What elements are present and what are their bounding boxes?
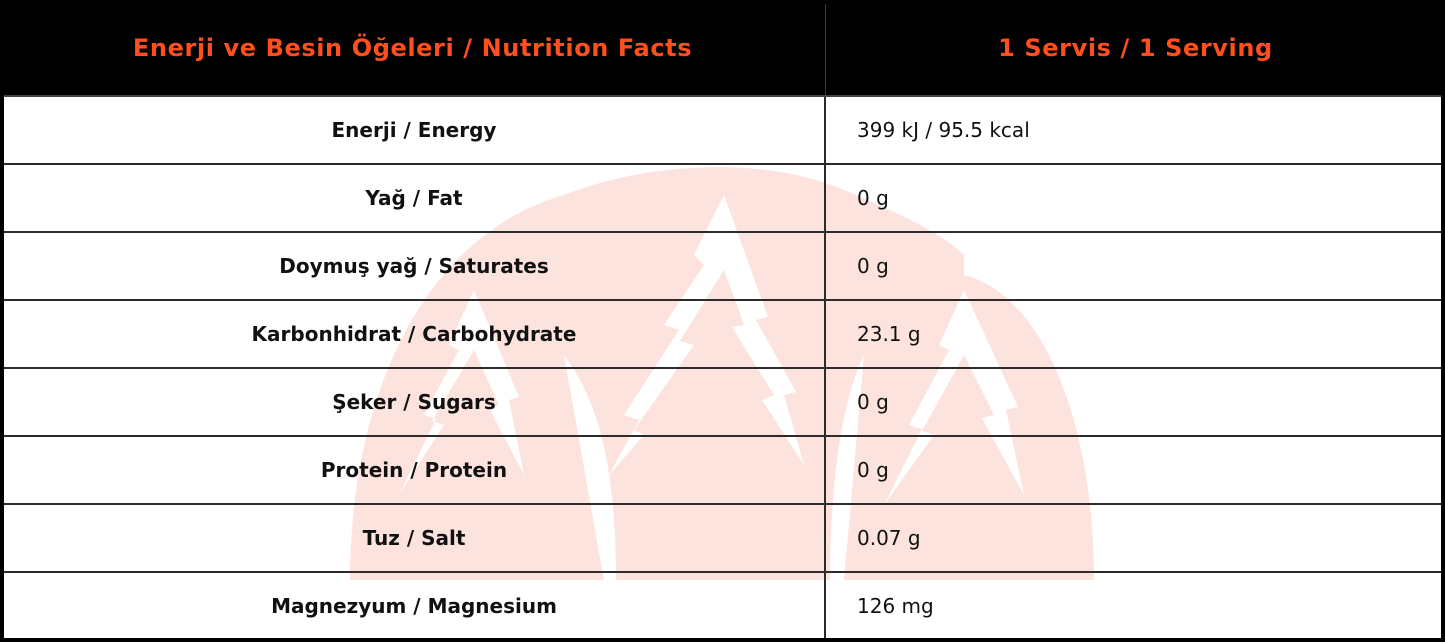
- table-row: Karbonhidrat / Carbohydrate 23.1 g: [4, 299, 1441, 367]
- table-header: Enerji ve Besin Öğeleri / Nutrition Fact…: [0, 0, 1445, 95]
- table-row: Şeker / Sugars 0 g: [4, 367, 1441, 435]
- nutrient-label: Karbonhidrat / Carbohydrate: [251, 322, 577, 346]
- table-row: Protein / Protein 0 g: [4, 435, 1441, 503]
- nutrient-value: 126 mg: [824, 573, 1441, 638]
- header-nutrient-column: Enerji ve Besin Öğeleri / Nutrition Fact…: [132, 33, 693, 62]
- nutrient-value: 23.1 g: [824, 301, 1441, 367]
- header-serving-column: 1 Servis / 1 Serving: [998, 33, 1273, 62]
- nutrient-label: Doymuş yağ / Saturates: [279, 254, 549, 278]
- nutrient-value: 0 g: [824, 369, 1441, 435]
- nutrient-label: Şeker / Sugars: [332, 390, 496, 414]
- header-divider: [825, 4, 826, 95]
- table-row: Doymuş yağ / Saturates 0 g: [4, 231, 1441, 299]
- nutrient-label: Yağ / Fat: [365, 186, 463, 210]
- nutrient-label: Protein / Protein: [320, 458, 508, 482]
- table-body: Enerji / Energy 399 kJ / 95.5 kcal Yağ /…: [4, 95, 1441, 638]
- table-row: Magnezyum / Magnesium 126 mg: [4, 571, 1441, 638]
- table-row: Yağ / Fat 0 g: [4, 163, 1441, 231]
- nutrient-value: 399 kJ / 95.5 kcal: [824, 97, 1441, 163]
- table-row: Enerji / Energy 399 kJ / 95.5 kcal: [4, 95, 1441, 163]
- table-row: Tuz / Salt 0.07 g: [4, 503, 1441, 571]
- table-rows: Enerji / Energy 399 kJ / 95.5 kcal Yağ /…: [4, 95, 1441, 638]
- nutrient-value: 0 g: [824, 233, 1441, 299]
- nutrient-label: Enerji / Energy: [331, 118, 497, 142]
- nutrient-label: Magnezyum / Magnesium: [271, 594, 557, 618]
- nutrient-value: 0 g: [824, 437, 1441, 503]
- nutrient-value: 0 g: [824, 165, 1441, 231]
- nutrient-label: Tuz / Salt: [362, 526, 466, 550]
- nutrient-value: 0.07 g: [824, 505, 1441, 571]
